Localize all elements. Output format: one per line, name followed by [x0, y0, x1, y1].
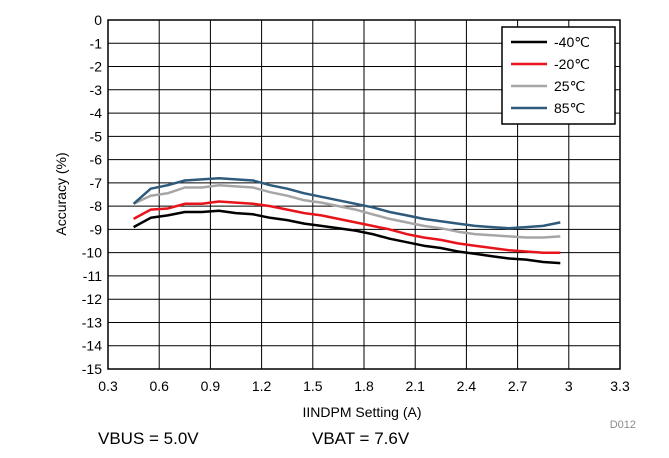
series-line-0: [133, 209, 561, 265]
y-tick-label: -11: [83, 268, 102, 284]
x-tick-label: 3.3: [610, 378, 630, 394]
y-tick-label: -2: [90, 59, 103, 75]
x-axis-label: IINDPM Setting (A): [302, 404, 421, 420]
series-line-1: [133, 200, 561, 254]
series-line-3: [132, 176, 561, 230]
y-tick-label: -6: [90, 152, 103, 168]
x-tick-label: 1.2: [252, 378, 272, 394]
y-tick-label: -14: [82, 338, 102, 354]
y-tick-label: -1: [90, 35, 103, 51]
caption-vbat: VBAT = 7.6V: [312, 429, 410, 448]
x-tick-label: 0.3: [98, 378, 118, 394]
figure-id: D012: [610, 419, 636, 431]
y-tick-label: -10: [82, 245, 102, 261]
y-axis-label: Accuracy (%): [53, 152, 69, 235]
x-tick-label: 2.4: [457, 378, 477, 394]
series-lines: [132, 176, 561, 265]
caption-vbus: VBUS = 5.0V: [98, 429, 199, 448]
x-tick-label: 2.7: [508, 378, 528, 394]
y-tick-label: -3: [90, 82, 103, 98]
plot-frame: [107, 19, 621, 370]
series-line-2: [133, 183, 561, 239]
legend-label: 85℃: [554, 100, 585, 116]
y-tick-label: -7: [90, 175, 103, 191]
y-tick-label: 0: [94, 12, 102, 28]
x-tick-label: 0.9: [201, 378, 221, 394]
x-tick-label: 1.5: [303, 378, 323, 394]
y-tick-label: -4: [90, 105, 103, 121]
x-tick-label: 3: [565, 378, 573, 394]
x-tick-label: 1.8: [354, 378, 374, 394]
y-tick-label: -12: [82, 291, 102, 307]
legend-label: 25℃: [554, 78, 585, 94]
legend-label: -20℃: [554, 56, 590, 72]
y-tick-label: -8: [90, 198, 103, 214]
y-tick-label: -15: [82, 361, 102, 377]
y-tick-label: -13: [82, 314, 102, 330]
y-tick-label: -9: [90, 221, 103, 237]
x-tick-labels: 0.3 0.6 0.9 1.2 1.5 1.8 2.1 2.4 2.7 3 3.3: [98, 378, 630, 394]
y-tick-labels: 0 -1 -2 -3 -4 -5 -6 -7 -8 -9 -10 -11 -12 -13 -14 -15: [82, 12, 102, 377]
x-tick-label: 2.1: [405, 378, 425, 394]
legend-label: -40℃: [554, 34, 590, 50]
y-tick-label: -5: [90, 128, 103, 144]
legend: -40℃ -20℃ 25℃ 85℃: [501, 26, 616, 125]
x-tick-label: 0.6: [149, 378, 169, 394]
